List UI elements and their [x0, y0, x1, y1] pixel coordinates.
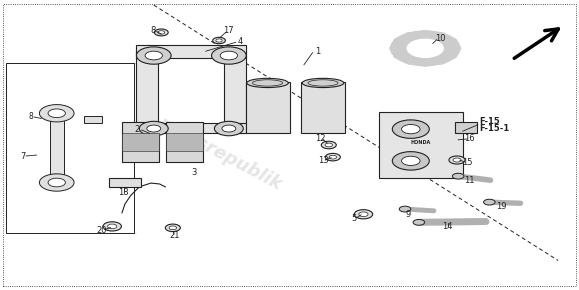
- Bar: [137, 46, 246, 58]
- Text: 5: 5: [351, 214, 357, 223]
- Text: 4: 4: [238, 37, 243, 46]
- Circle shape: [400, 206, 411, 212]
- Circle shape: [359, 212, 368, 217]
- Bar: [137, 50, 159, 133]
- Text: 18: 18: [119, 188, 129, 197]
- Text: 13: 13: [318, 156, 328, 165]
- Circle shape: [447, 54, 456, 58]
- Text: 11: 11: [464, 176, 475, 185]
- Circle shape: [452, 173, 464, 179]
- Circle shape: [435, 33, 445, 37]
- Circle shape: [108, 224, 117, 229]
- Text: 16: 16: [464, 134, 475, 143]
- Text: 3: 3: [192, 168, 197, 177]
- Bar: [109, 178, 141, 187]
- Text: 9: 9: [406, 210, 411, 219]
- Text: 17: 17: [223, 26, 234, 35]
- Circle shape: [212, 37, 225, 44]
- Circle shape: [137, 47, 171, 64]
- Circle shape: [391, 31, 460, 66]
- Circle shape: [140, 121, 168, 136]
- Ellipse shape: [302, 78, 344, 88]
- Text: 1: 1: [314, 47, 320, 56]
- Text: 8: 8: [150, 26, 155, 35]
- Text: 19: 19: [496, 202, 506, 211]
- Text: 15: 15: [462, 158, 472, 167]
- Circle shape: [145, 51, 163, 60]
- Circle shape: [393, 120, 429, 138]
- Circle shape: [447, 38, 456, 43]
- Circle shape: [216, 39, 222, 42]
- Circle shape: [220, 51, 237, 60]
- Circle shape: [39, 174, 74, 191]
- Circle shape: [402, 124, 420, 134]
- Circle shape: [147, 125, 161, 132]
- Text: HONDA: HONDA: [411, 139, 431, 145]
- Circle shape: [407, 39, 444, 57]
- Bar: [166, 122, 203, 162]
- Text: 7: 7: [20, 152, 25, 161]
- Text: 2: 2: [134, 125, 140, 134]
- Circle shape: [169, 226, 177, 230]
- Circle shape: [48, 178, 65, 187]
- Circle shape: [390, 46, 400, 51]
- Circle shape: [420, 61, 430, 66]
- Bar: [224, 50, 246, 133]
- Circle shape: [325, 143, 332, 147]
- Circle shape: [453, 158, 461, 162]
- Bar: [166, 133, 203, 151]
- Circle shape: [483, 199, 495, 205]
- Bar: [301, 81, 345, 133]
- Bar: [455, 122, 477, 133]
- Circle shape: [158, 31, 165, 34]
- Circle shape: [39, 105, 74, 122]
- Circle shape: [325, 153, 340, 161]
- Circle shape: [394, 54, 404, 58]
- Circle shape: [394, 38, 404, 43]
- Bar: [122, 122, 159, 162]
- Text: 10: 10: [435, 34, 446, 43]
- Bar: [122, 133, 159, 151]
- Bar: [137, 123, 246, 133]
- Text: partsrepublik: partsrepublik: [155, 113, 285, 194]
- Circle shape: [413, 220, 424, 225]
- Text: F-15-1: F-15-1: [479, 124, 509, 133]
- Text: 12: 12: [316, 134, 326, 143]
- Bar: [245, 81, 290, 133]
- Text: 8: 8: [28, 112, 33, 121]
- Circle shape: [354, 210, 373, 219]
- Circle shape: [449, 156, 465, 164]
- Text: F-15: F-15: [479, 117, 500, 126]
- Circle shape: [48, 109, 65, 117]
- Circle shape: [166, 224, 180, 232]
- Circle shape: [329, 155, 336, 159]
- Text: 21: 21: [170, 231, 181, 240]
- Circle shape: [393, 152, 429, 170]
- Circle shape: [222, 125, 236, 132]
- Bar: [6, 63, 134, 233]
- Text: 20: 20: [97, 226, 107, 235]
- Circle shape: [321, 141, 336, 149]
- Circle shape: [155, 29, 168, 36]
- Bar: [379, 112, 463, 178]
- Circle shape: [451, 46, 460, 51]
- Circle shape: [214, 121, 243, 136]
- Bar: [50, 109, 64, 187]
- Text: 14: 14: [442, 222, 453, 231]
- Circle shape: [402, 156, 420, 166]
- Circle shape: [211, 47, 246, 64]
- Bar: [85, 116, 102, 123]
- Circle shape: [405, 33, 415, 37]
- Circle shape: [420, 31, 430, 35]
- Circle shape: [405, 59, 415, 64]
- Ellipse shape: [247, 78, 288, 88]
- Circle shape: [103, 222, 122, 231]
- Circle shape: [435, 59, 445, 64]
